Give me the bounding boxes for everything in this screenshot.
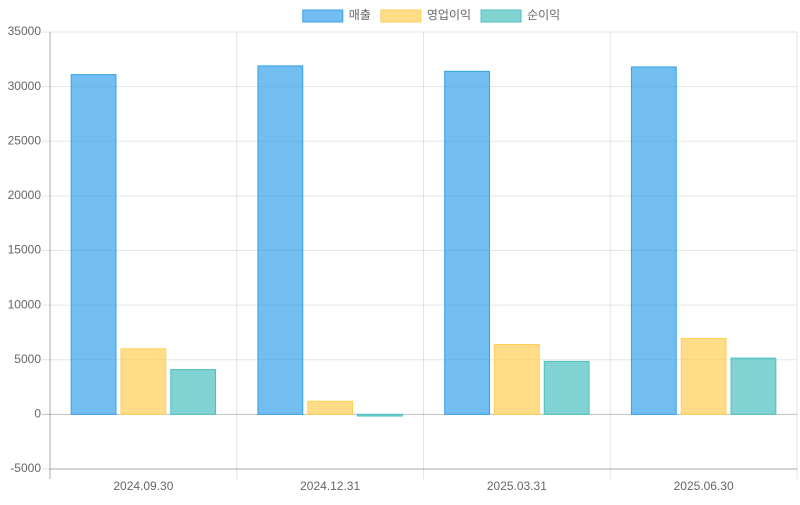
x-tick-label: 2025.06.30: [674, 479, 734, 493]
bar: [120, 348, 167, 415]
legend-label: 순이익: [527, 8, 560, 22]
y-tick-label: 5000: [14, 352, 41, 366]
bar: [307, 400, 354, 415]
x-tick-label: 2024.12.31: [300, 479, 360, 493]
bar: [357, 413, 403, 417]
bar: [680, 337, 727, 415]
y-tick-label: 0: [34, 407, 41, 421]
legend-label: 매출: [349, 8, 371, 22]
y-tick-label: 30000: [8, 79, 42, 93]
legend-swatch: [480, 9, 522, 23]
x-tick-label: 2024.09.30: [113, 479, 173, 493]
y-tick-label: 35000: [8, 24, 42, 38]
y-tick-label: 10000: [8, 297, 42, 311]
bar: [170, 369, 217, 415]
bar: [444, 70, 490, 415]
x-tick-label: 2025.03.31: [487, 479, 547, 493]
y-tick-label: 20000: [8, 188, 42, 202]
bar: [630, 66, 677, 415]
y-tick-label: -5000: [10, 461, 41, 475]
legend-swatch: [380, 9, 422, 23]
bar: [543, 360, 590, 415]
bar: [257, 65, 304, 415]
legend-swatch: [302, 9, 344, 23]
bar: [70, 74, 117, 415]
bar: [730, 357, 777, 415]
y-tick-label: 25000: [8, 133, 42, 147]
y-tick-label: 15000: [8, 243, 42, 257]
bar: [493, 343, 540, 415]
legend-label: 영업이익: [427, 8, 471, 22]
